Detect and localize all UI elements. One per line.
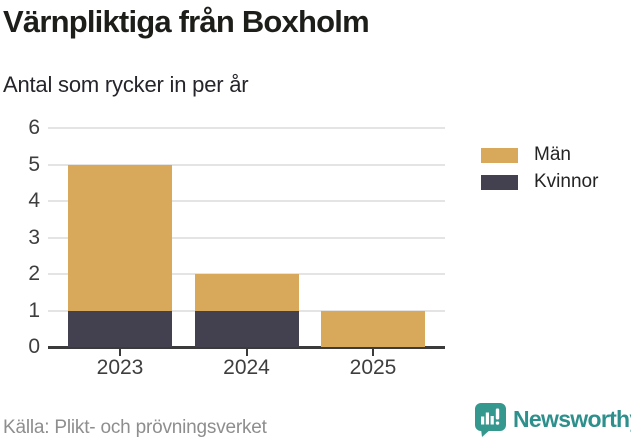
plot-area: 0 1 2 3 4 5 6 2023 2024 2025 bbox=[28, 116, 445, 379]
x-tick-label: 2024 bbox=[223, 356, 270, 379]
gridline-y-6 bbox=[48, 127, 445, 129]
y-tick-label: 6 bbox=[28, 116, 40, 139]
x-tick-label: 2023 bbox=[96, 356, 144, 379]
gridline-y-4 bbox=[48, 200, 445, 202]
y-tick-label: 4 bbox=[28, 189, 40, 212]
legend-swatch-män bbox=[481, 147, 518, 163]
legend-label: Kvinnor bbox=[534, 171, 599, 192]
y-tick-label: 1 bbox=[28, 298, 40, 322]
bar-segment-kvinnor-2023 bbox=[68, 310, 172, 347]
bar-segment-män-2023 bbox=[68, 164, 172, 311]
x-axis-tick-2025 bbox=[372, 349, 374, 356]
bar-segment-kvinnor-2024 bbox=[194, 310, 299, 347]
legend: Män Kvinnor bbox=[481, 144, 599, 201]
x-tick-label: 2025 bbox=[349, 356, 397, 379]
chart-subtitle: Antal som rycker in per år bbox=[3, 72, 249, 97]
x-axis-line bbox=[48, 346, 445, 349]
y-tick-label: 2 bbox=[28, 262, 40, 285]
legend-label: Män bbox=[534, 144, 571, 165]
bar-segment-män-2025 bbox=[321, 310, 425, 347]
newsworthy-bubble-chart-icon bbox=[475, 402, 506, 437]
x-axis-tick-2024 bbox=[245, 349, 248, 356]
y-tick-label: 3 bbox=[28, 225, 40, 249]
gridline-y-3 bbox=[48, 236, 445, 239]
legend-swatch-kvinnor bbox=[481, 174, 518, 190]
newsworthy-wordmark: Newsworthy bbox=[513, 405, 631, 432]
bar-segment-män-2024 bbox=[194, 274, 299, 311]
chart-title: Värnpliktiga från Boxholm bbox=[3, 4, 370, 39]
source-note: Källa: Plikt- och prövningsverket bbox=[3, 417, 267, 438]
legend-item-kvinnor: Kvinnor bbox=[481, 171, 599, 192]
y-tick-label: 0 bbox=[28, 335, 40, 358]
legend-item-män: Män bbox=[481, 144, 598, 165]
gridline-y-5 bbox=[48, 163, 445, 166]
newsworthy-logo: Newsworthy bbox=[474, 402, 631, 437]
y-tick-label: 5 bbox=[28, 152, 40, 176]
x-axis-tick-2023 bbox=[119, 349, 121, 356]
